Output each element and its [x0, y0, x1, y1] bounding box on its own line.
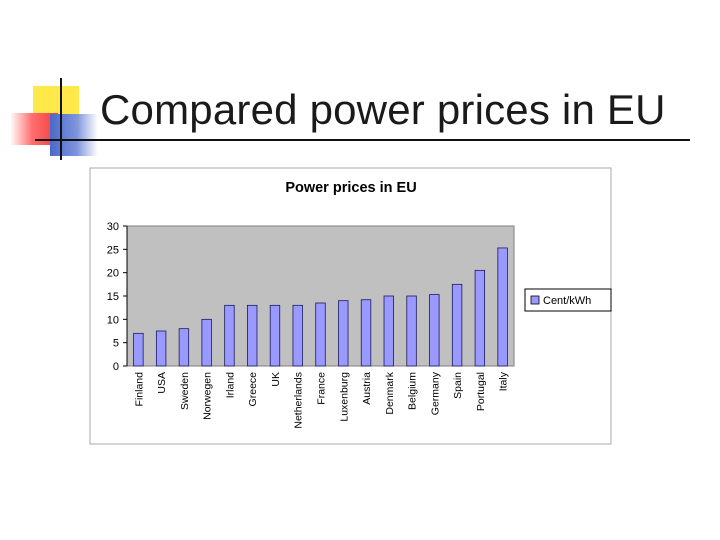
- x-tick-label: Belgium: [407, 372, 419, 410]
- bar-portugal: [474, 269, 486, 367]
- x-tick-label: USA: [156, 372, 168, 394]
- bar-finland: [133, 332, 144, 367]
- bar-denmark: [383, 295, 394, 367]
- bar-irland: [224, 304, 235, 367]
- x-tick-label: Norwegen: [202, 372, 214, 420]
- x-tick-label: UK: [270, 372, 282, 387]
- x-tick-label: Germany: [429, 371, 441, 415]
- bar-greece: [247, 304, 258, 367]
- y-tick-label: 30: [107, 221, 119, 233]
- legend-box: [524, 288, 612, 312]
- x-tick-label: Finland: [133, 372, 145, 407]
- bar-uk: [269, 304, 281, 367]
- legend-swatch: [530, 295, 540, 305]
- x-tick-label: Denmark: [384, 371, 396, 414]
- bar-spain: [451, 283, 463, 367]
- y-tick-label: 25: [107, 244, 119, 256]
- y-tick-label: 0: [113, 361, 119, 373]
- x-tick-label: Sweden: [179, 372, 191, 410]
- bar-usa: [155, 330, 167, 367]
- bar-luxenburg: [338, 300, 349, 367]
- bars-group: [133, 247, 508, 367]
- bar-belgium: [406, 295, 417, 367]
- x-tick-label: Irland: [224, 372, 236, 398]
- x-axis-labels: Finland USA Sweden Norwegen Irland Greece UK Ne…: [133, 371, 509, 428]
- y-axis: 0 5 10 15 20 25 30: [107, 221, 128, 373]
- bar-sweden: [178, 328, 190, 367]
- x-tick-label: Austria: [361, 372, 373, 405]
- bar-germany: [429, 294, 440, 367]
- chart-title: Power prices in EU: [285, 180, 416, 196]
- y-tick-label: 5: [113, 338, 119, 350]
- x-tick-label: Spain: [452, 372, 464, 399]
- bar-italy: [497, 247, 508, 367]
- x-tick-label: Luxenburg: [338, 372, 350, 422]
- bar-norwegen: [201, 318, 212, 367]
- slide-title: Compared power prices in EU: [100, 86, 666, 133]
- x-tick-label: Netherlands: [293, 372, 305, 429]
- x-tick-label: Greece: [247, 372, 259, 407]
- x-tick-label: Italy: [498, 371, 510, 391]
- legend-label: Cent/kWh: [543, 295, 591, 307]
- decor-vertical-rule: [60, 78, 62, 160]
- bar-austria: [360, 299, 372, 367]
- y-tick-label: 15: [107, 291, 119, 303]
- bar-france: [315, 302, 326, 367]
- x-tick-label: Portugal: [475, 372, 487, 411]
- decor-blue-square: [50, 114, 98, 156]
- title-underline: [35, 139, 690, 141]
- y-tick-label: 10: [107, 314, 119, 326]
- x-tick-label: France: [316, 372, 328, 405]
- y-tick-label: 20: [107, 268, 119, 280]
- bar-netherlands: [292, 304, 303, 367]
